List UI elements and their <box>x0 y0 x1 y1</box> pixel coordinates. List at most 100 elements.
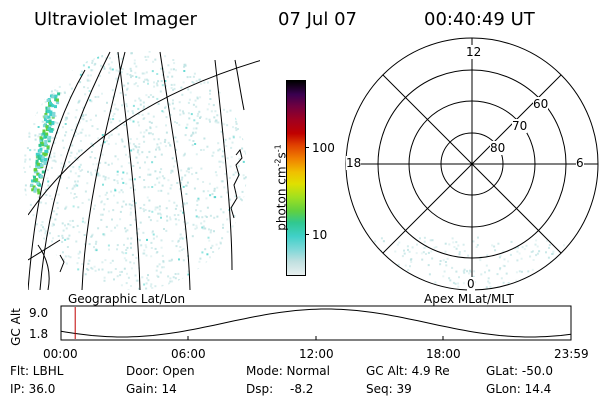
speckle <box>233 215 236 217</box>
speckle <box>145 94 148 97</box>
speckle <box>137 107 140 110</box>
speckle <box>145 287 148 290</box>
speckle <box>80 117 83 120</box>
speckle <box>131 110 134 113</box>
speckle <box>494 249 497 252</box>
speckle <box>51 222 54 225</box>
speckle <box>91 62 94 64</box>
speckle <box>70 129 73 131</box>
speckle <box>243 177 246 180</box>
speckle <box>137 227 140 230</box>
limb-speckle <box>44 114 48 118</box>
speckle <box>185 126 188 129</box>
speckle <box>54 160 57 163</box>
speckle <box>551 253 554 255</box>
speckle <box>113 194 115 197</box>
speckle <box>226 218 229 221</box>
speckle <box>171 280 174 283</box>
speckle <box>94 242 97 245</box>
speckle <box>110 68 112 71</box>
speckle <box>68 161 71 164</box>
speckle <box>442 275 445 278</box>
speckle <box>169 143 172 146</box>
limb-speckle <box>39 174 43 178</box>
speckle <box>174 273 177 275</box>
speckle <box>116 275 119 278</box>
speckle <box>143 131 146 134</box>
speckle <box>79 131 82 134</box>
speckle <box>87 66 90 69</box>
speckle <box>145 246 148 249</box>
limb-speckle <box>50 128 54 132</box>
speckle <box>167 141 170 144</box>
speckle <box>208 182 211 185</box>
speckle <box>69 220 72 222</box>
speckle <box>149 173 152 176</box>
speckle <box>92 144 94 147</box>
speckle <box>209 231 212 234</box>
speckle <box>143 179 146 181</box>
speckle <box>116 173 119 176</box>
speckle <box>179 233 182 236</box>
speckle <box>154 183 157 186</box>
speckle <box>143 249 146 252</box>
speckle <box>64 118 67 121</box>
dsp-value: -8.2 <box>290 382 314 396</box>
speckle <box>498 256 501 259</box>
speckle <box>224 138 227 141</box>
apex-panel-label: Apex MLat/MLT <box>424 292 514 306</box>
speckle <box>99 162 102 164</box>
limb-speckle <box>44 152 48 156</box>
time-label: 00:40:49 UT <box>424 9 535 30</box>
speckle <box>201 226 204 229</box>
limb-speckle <box>44 158 48 161</box>
speckle <box>211 244 214 247</box>
speckle <box>467 254 470 257</box>
speckle <box>65 262 68 265</box>
speckle <box>33 148 36 151</box>
speckle <box>69 165 72 168</box>
speckle <box>156 84 159 87</box>
speckle <box>104 193 107 196</box>
speckle <box>221 237 224 240</box>
speckle <box>185 193 188 195</box>
speckle <box>138 97 141 100</box>
speckle <box>192 82 195 84</box>
speckle <box>182 112 185 115</box>
speckle <box>112 118 115 121</box>
speckle <box>81 202 84 204</box>
speckle <box>126 272 128 275</box>
speckle <box>135 75 138 78</box>
speckle <box>510 240 513 243</box>
speckle <box>108 71 111 74</box>
speckle <box>182 211 185 214</box>
speckle <box>120 71 123 74</box>
speckle <box>222 211 225 214</box>
mlt-label-12: 12 <box>466 45 482 59</box>
speckle <box>145 282 148 285</box>
speckle <box>423 240 426 243</box>
speckle <box>75 240 78 243</box>
speckle <box>185 184 188 187</box>
speckle <box>156 251 159 253</box>
speckle <box>178 101 181 104</box>
speckle <box>111 259 114 262</box>
speckle <box>538 250 541 253</box>
speckle <box>56 207 59 210</box>
speckle <box>138 146 141 149</box>
speckle <box>213 187 216 190</box>
speckle <box>515 271 518 274</box>
speckle <box>95 249 98 252</box>
lat-lon-grid <box>28 51 260 290</box>
speckle <box>107 143 110 146</box>
speckle <box>111 89 114 92</box>
speckle <box>168 199 171 202</box>
speckle <box>165 229 168 232</box>
speckle <box>40 103 43 106</box>
limb-speckle <box>45 132 48 136</box>
speckle <box>205 216 208 218</box>
speckle <box>167 192 170 195</box>
speckle <box>187 101 190 104</box>
speckle <box>99 213 102 216</box>
speckle <box>156 97 159 100</box>
